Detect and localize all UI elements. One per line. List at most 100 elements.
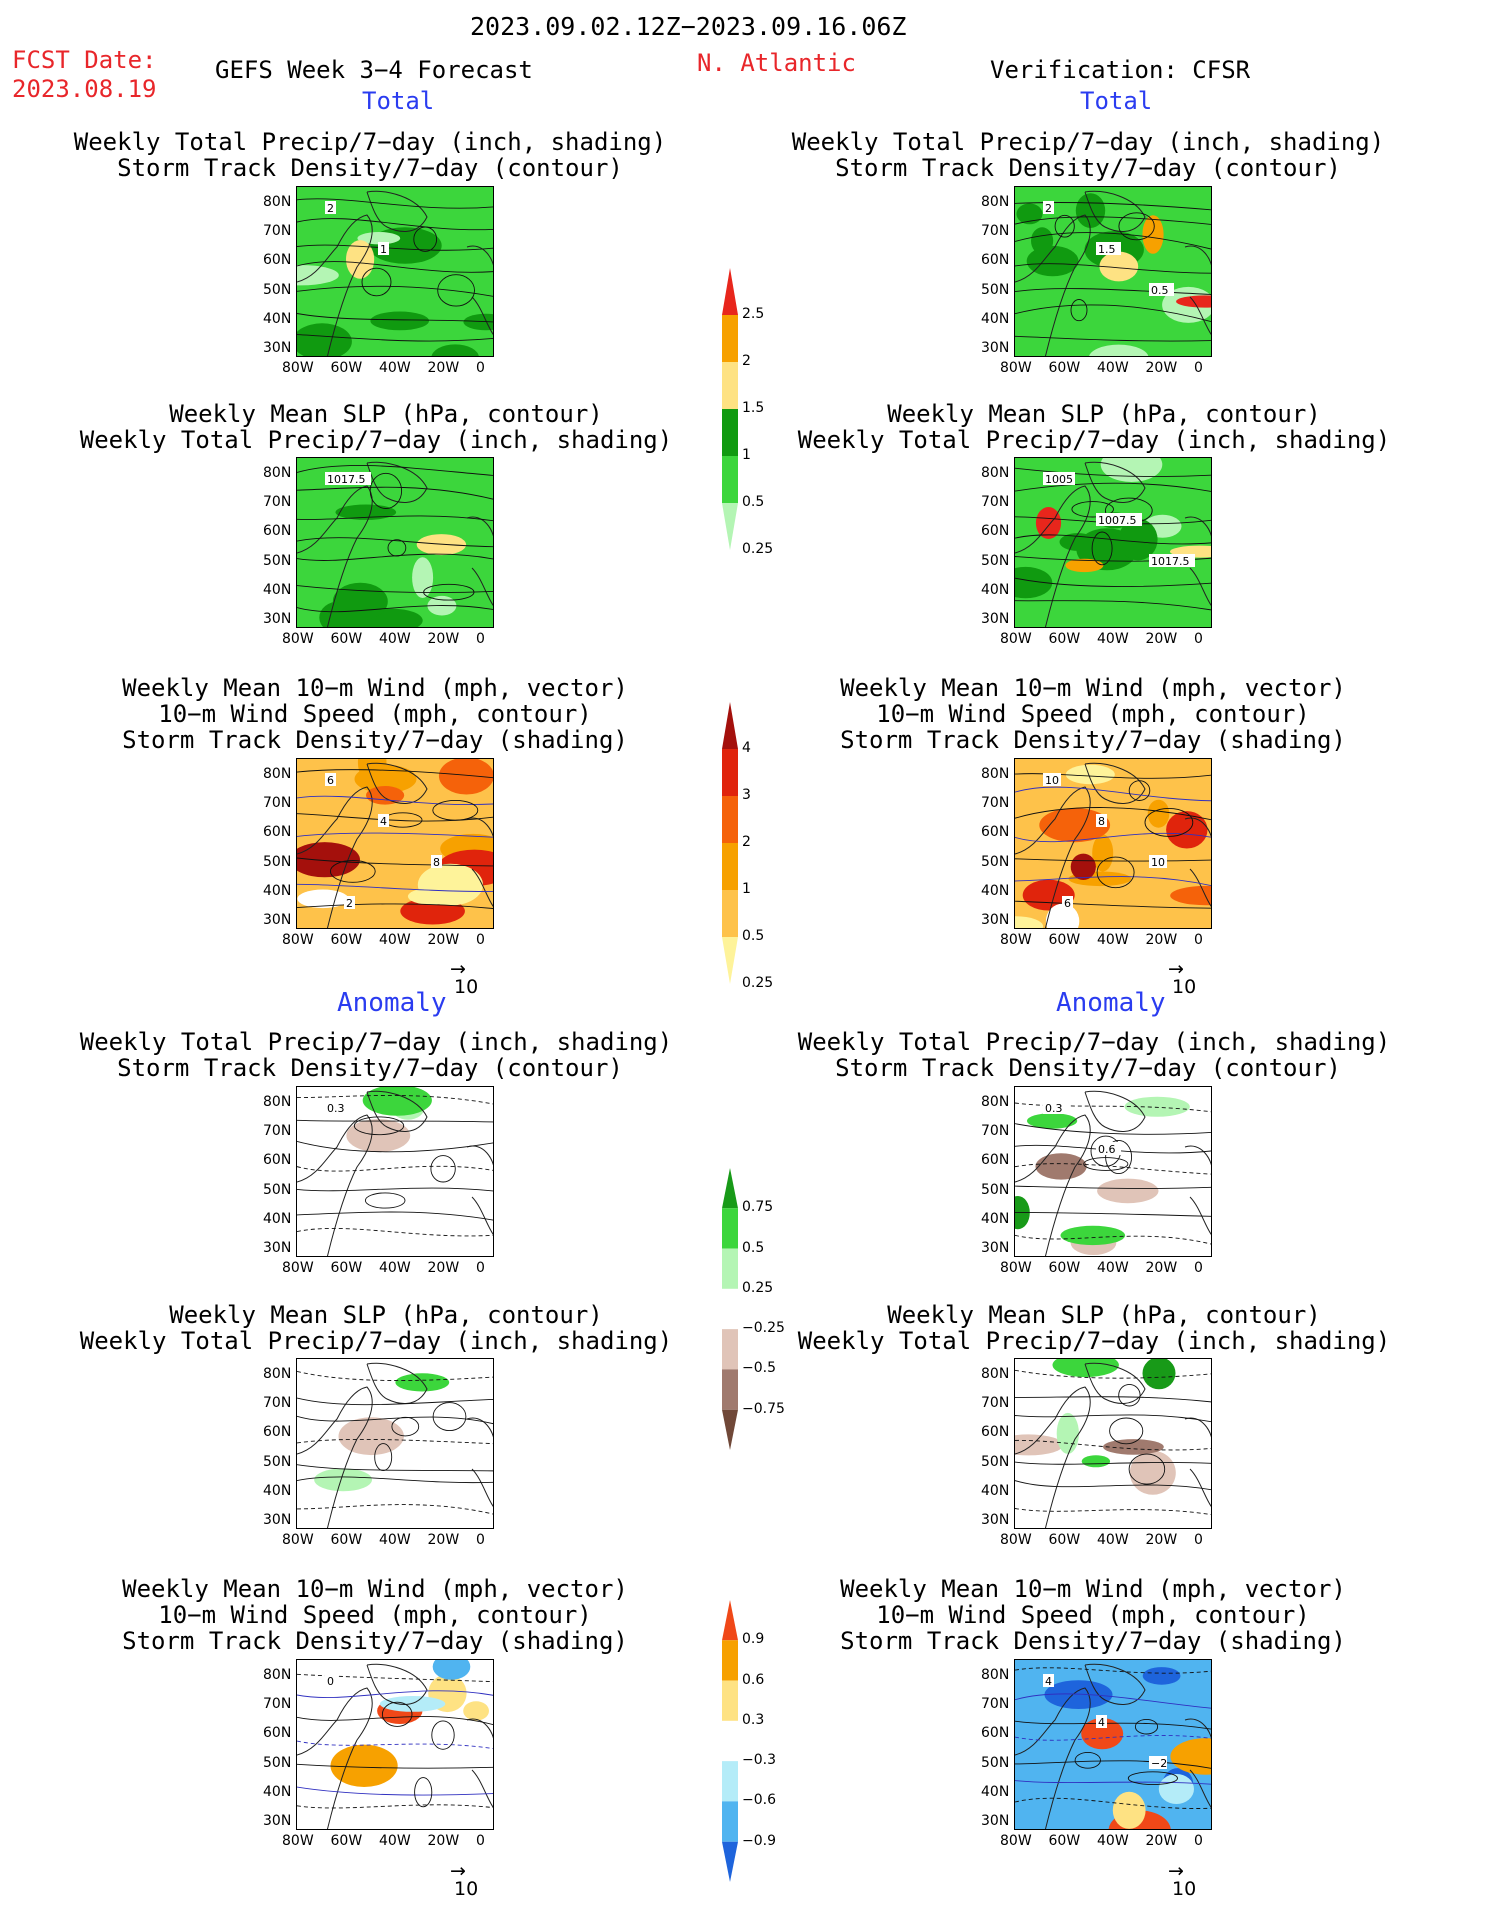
lon-tick-label: 80W: [282, 1833, 314, 1849]
contour-line: [1015, 1439, 1211, 1451]
panel-title: Weekly Total Precip/7−day (inch, shading…: [797, 1028, 1391, 1056]
map-svg: 0.3 0.6: [1015, 1087, 1211, 1256]
lat-tick-label: 60N: [263, 252, 292, 269]
lon-tick-label: 20W: [1145, 1532, 1178, 1548]
lat-tick-label: 60N: [981, 252, 1010, 269]
contour-ring: [1054, 214, 1075, 238]
lat-tick-label: 30N: [981, 912, 1010, 928]
shading-blob: [1065, 558, 1104, 573]
lat-tick-label: 70N: [981, 795, 1010, 812]
contour-line: [1015, 288, 1211, 295]
map-panel: 6 4 8 2: [296, 758, 494, 929]
panel-title: 10−m Wind Speed (mph, contour): [158, 1601, 592, 1629]
contour-line: [1015, 876, 1211, 887]
contour-label-bg: [325, 1674, 336, 1687]
vector-ref-arrow: →: [1168, 1860, 1184, 1882]
lat-tick-label: 30N: [981, 340, 1010, 356]
lat-tick-label: 40N: [263, 882, 292, 899]
lat-tick-label: 60N: [981, 1424, 1010, 1441]
vector-ref-label: 10: [1172, 1878, 1197, 1900]
lon-tick-label: 0: [476, 1260, 485, 1276]
coastline: [297, 214, 373, 356]
lat-tick-label: 30N: [263, 340, 292, 356]
lon-tick-label: 0: [476, 1532, 485, 1548]
lon-tick-label: 20W: [427, 631, 460, 647]
colorbar-label: 1: [742, 881, 751, 897]
contour-line: [297, 883, 493, 893]
lon-tick-label: 20W: [427, 932, 460, 948]
lat-tick-label: 60N: [981, 523, 1010, 540]
shading-blob: [1035, 1153, 1087, 1180]
lon-tick-label: 0: [1194, 1260, 1203, 1276]
contour-line: [297, 1140, 493, 1153]
contour-label: 0.5: [1151, 284, 1169, 297]
lat-tick-label: 50N: [981, 853, 1010, 870]
contour-label-bg: [325, 1101, 350, 1114]
contour-line: [297, 1763, 493, 1769]
lat-tick-label: 70N: [263, 223, 292, 240]
lon-tick-label: 40W: [1097, 932, 1129, 948]
contour-line: [1015, 263, 1211, 274]
shading-blob: [1103, 1439, 1164, 1455]
contour-line: [1015, 900, 1211, 909]
lat-tick-label: 80N: [981, 766, 1010, 782]
lat-tick-label: 50N: [981, 1453, 1010, 1470]
colorbar-label: 2.5: [742, 306, 765, 322]
coastline: [1015, 1114, 1091, 1256]
contour-label: −2: [1151, 1757, 1167, 1770]
lat-tick-label: 80N: [981, 1366, 1010, 1382]
contour-line: [297, 1095, 493, 1105]
contour-line: [297, 1438, 493, 1445]
lon-tick-label: 20W: [427, 1833, 460, 1849]
shading-blob: [1158, 1774, 1194, 1804]
shading-blob: [1031, 227, 1054, 255]
contour-line: [297, 769, 493, 779]
colorbar-segment: [722, 796, 738, 843]
shading-blob: [1129, 1450, 1176, 1495]
lon-tick-label: 60W: [1048, 1260, 1081, 1276]
lat-tick-label: 30N: [263, 1240, 292, 1256]
contour-line: [1015, 1780, 1211, 1785]
shading-blob: [1056, 1412, 1079, 1454]
shading-blob: [463, 1701, 489, 1721]
lon-tick-label: 20W: [427, 360, 460, 376]
contour-label-bg: [1043, 773, 1061, 786]
shading-blob: [297, 842, 360, 878]
shading-blob: [1170, 885, 1211, 906]
contour-ring: [1144, 807, 1194, 837]
panel-title: Weekly Mean 10−m Wind (mph, vector): [840, 674, 1346, 702]
colorbar-segment: [722, 1248, 738, 1289]
contour-line: [297, 1476, 493, 1484]
colorbar-label: 0.25: [742, 1279, 774, 1296]
contour-ring: [413, 226, 438, 252]
coastline: [1184, 516, 1211, 606]
lon-tick-label: 80W: [1000, 360, 1032, 376]
coastline: [366, 762, 428, 804]
contour-ring: [1134, 1718, 1159, 1735]
contour-line: [297, 465, 493, 476]
lat-tick-label: 50N: [263, 1754, 292, 1771]
contour-line: [1015, 467, 1211, 477]
shading-blob: [1065, 764, 1115, 785]
contour-label: 6: [327, 774, 334, 787]
lat-tick-label: 40N: [981, 1783, 1010, 1800]
contour-ring: [1071, 501, 1114, 518]
contour-ring: [329, 860, 376, 883]
lat-tick-label: 40N: [981, 1210, 1010, 1227]
contour-label: 4: [380, 815, 387, 828]
lat-tick-label: 40N: [263, 1210, 292, 1227]
lon-tick-label: 60W: [1048, 631, 1081, 647]
shading-blob: [1142, 215, 1164, 254]
contour-label-bg: [325, 201, 336, 214]
contour-line: [297, 1740, 493, 1749]
shading-blob: [1039, 808, 1111, 843]
map-svg: 1005 1007.5 1017.5: [1015, 458, 1211, 627]
contour-label: 0.3: [327, 1102, 345, 1115]
lon-tick-label: 80W: [1000, 1833, 1032, 1849]
coastline: [1084, 1663, 1146, 1705]
lon-tick-label: 20W: [1145, 1833, 1178, 1849]
contour-label-bg: [1062, 896, 1073, 909]
lat-tick-label: 60N: [263, 1424, 292, 1441]
contour-ring: [1118, 212, 1155, 241]
contour-line: [1015, 1396, 1211, 1403]
